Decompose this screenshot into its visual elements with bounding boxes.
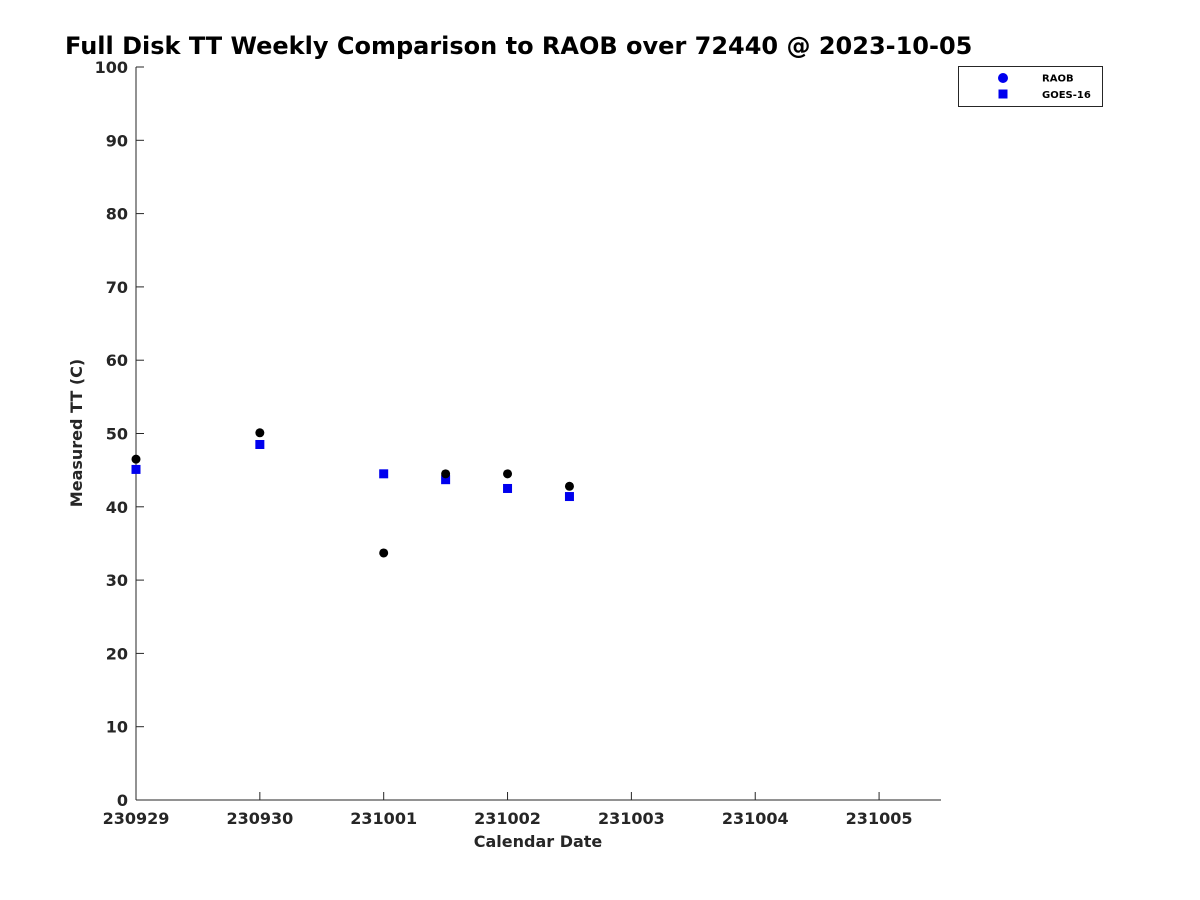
series-raob bbox=[131, 428, 574, 558]
raob-point bbox=[131, 454, 141, 464]
x-tick-label: 230929 bbox=[103, 809, 170, 828]
y-tick-label: 70 bbox=[106, 278, 128, 297]
chart-title: Full Disk TT Weekly Comparison to RAOB o… bbox=[65, 32, 972, 60]
y-tick-label: 0 bbox=[117, 791, 128, 810]
raob-point bbox=[255, 428, 265, 438]
y-tick-label: 10 bbox=[106, 718, 128, 737]
legend-goes16-marker bbox=[998, 89, 1008, 99]
y-tick-label: 40 bbox=[106, 498, 128, 517]
x-tick-label: 231003 bbox=[598, 809, 665, 828]
y-tick-label: 30 bbox=[106, 571, 128, 590]
raob-point bbox=[503, 469, 513, 479]
y-tick-label: 20 bbox=[106, 644, 128, 663]
goes16-point bbox=[131, 464, 141, 474]
x-tick-label: 231002 bbox=[474, 809, 541, 828]
goes16-point bbox=[503, 483, 513, 493]
raob-point bbox=[379, 548, 389, 558]
y-tick-label: 50 bbox=[106, 425, 128, 444]
plot-area: 0 10 20 30 40 50 60 70 80 90 100 230929 230930 23100… bbox=[95, 58, 941, 828]
y-ticks: 0 10 20 30 40 50 60 70 80 90 100 bbox=[95, 58, 144, 810]
series-goes16 bbox=[131, 439, 574, 502]
goes16-point bbox=[255, 439, 265, 449]
raob-point bbox=[441, 469, 451, 479]
x-ticks: 230929 230930 231001 231002 231003 231004 2310… bbox=[103, 792, 913, 828]
y-tick-label: 100 bbox=[95, 58, 128, 77]
legend-goes16-label: GOES-16 bbox=[1042, 90, 1091, 101]
y-tick-label: 80 bbox=[106, 205, 128, 224]
x-tick-label: 231005 bbox=[846, 809, 913, 828]
x-tick-label: 230930 bbox=[226, 809, 293, 828]
legend-raob-marker bbox=[998, 73, 1008, 83]
goes16-point bbox=[564, 492, 574, 502]
goes16-point bbox=[379, 469, 389, 479]
x-tick-label: 231004 bbox=[722, 809, 789, 828]
y-tick-label: 60 bbox=[106, 351, 128, 370]
legend: RAOB GOES-16 bbox=[958, 66, 1103, 107]
x-axis-label: Calendar Date bbox=[474, 832, 603, 851]
goes16-point bbox=[441, 475, 451, 485]
legend-box bbox=[958, 66, 1103, 107]
y-axis-label: Measured TT (C) bbox=[67, 359, 86, 507]
x-tick-label: 231001 bbox=[350, 809, 417, 828]
raob-point bbox=[564, 481, 574, 491]
y-tick-label: 90 bbox=[106, 131, 128, 150]
legend-raob-label: RAOB bbox=[1042, 74, 1074, 85]
